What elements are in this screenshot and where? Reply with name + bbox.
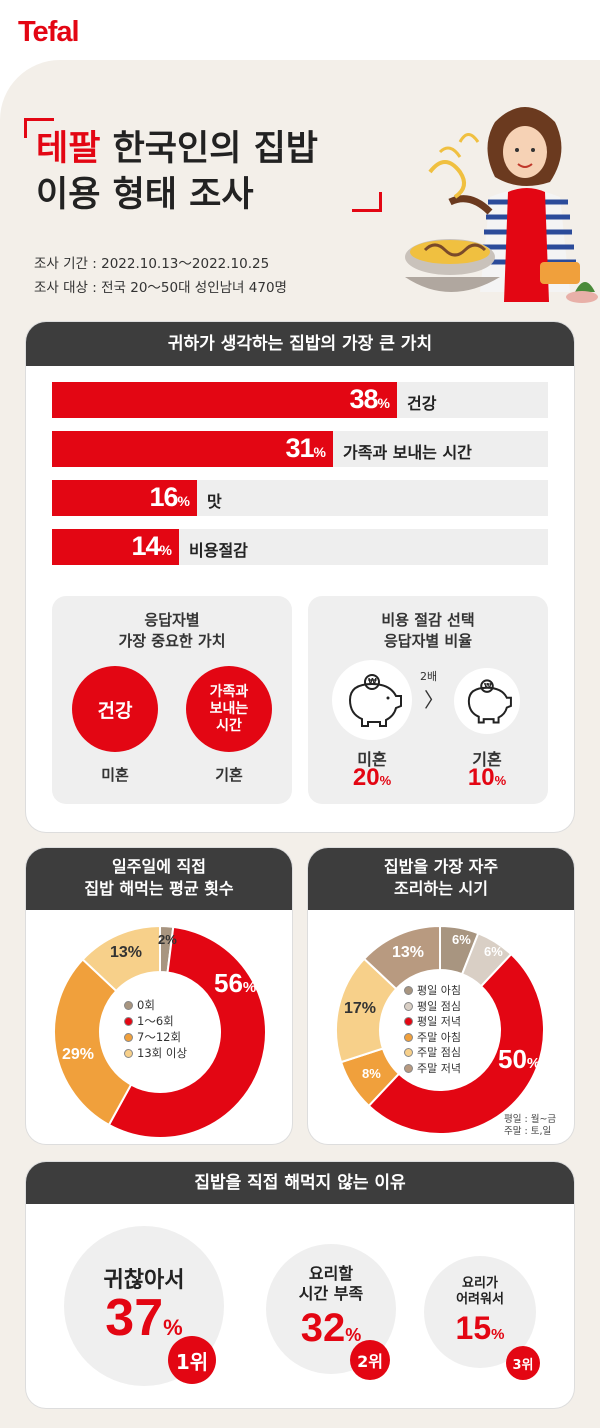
slice-label: 56% <box>214 968 257 998</box>
legend-item: 1～6회 <box>124 1013 187 1029</box>
panel-title: 응답자별 가장 중요한 가치 <box>118 611 226 650</box>
legend-item: 7～12회 <box>124 1029 187 1045</box>
value-bar-row: 14% 비용절감 <box>52 529 548 565</box>
legend-dot <box>404 1048 413 1057</box>
slice-label: 13% <box>110 944 143 961</box>
legend-item: 평일 저녁 <box>404 1014 461 1030</box>
important-value-panel: 응답자별 가장 중요한 가치 건강 가족과 보내는 시간 미혼 기혼 <box>52 596 292 804</box>
value-bar-row: 38% 건강 <box>52 382 548 418</box>
donut-slice-3 <box>53 958 133 1127</box>
single-value-circle: 건강 <box>72 666 158 752</box>
piggy-bank-small-icon <box>467 679 512 724</box>
title-brand: 테팔 <box>36 129 101 169</box>
panel-title: 비용 절감 선택 응답자별 비율 <box>381 611 475 650</box>
bar-label: 가족과 보내는 시간 <box>343 443 472 462</box>
cost-saving-panel: 비용 절감 선택 응답자별 비율 ₩ 2배 〉 ₩ 미혼 20% 기혼 10% <box>308 596 548 804</box>
rank-badge-2: 2위 <box>350 1340 390 1380</box>
reason-percent: 15% <box>455 1310 505 1346</box>
frequency-legend: 0회 1～6회 7～12회 13회 이상 <box>124 997 187 1061</box>
single-caption: 미혼 <box>357 750 387 769</box>
slice-label: 50% <box>498 1044 541 1074</box>
title-frame-top-left <box>24 118 54 138</box>
legend-dot <box>404 1001 413 1011</box>
married-caption: 기혼 <box>215 766 243 784</box>
slice-label: 29% <box>62 1046 95 1063</box>
single-percent: 20% <box>352 764 392 791</box>
coin-symbol-small: ₩ <box>484 682 492 690</box>
legend-dot <box>124 1017 133 1026</box>
married-caption: 기혼 <box>472 750 502 769</box>
frequency-donut-chart <box>53 924 267 1139</box>
legend-dot <box>124 1049 133 1058</box>
legend-dot <box>404 1063 413 1073</box>
reason-text: 귀찮아서 <box>103 1268 185 1293</box>
title-line1: 한국인의 집밥 <box>100 129 318 169</box>
legend-item: 평일 점심 <box>404 999 461 1015</box>
value-bar-fill: 14% <box>52 529 179 565</box>
value-bar-row: 31% 가족과 보내는 시간 <box>52 431 548 467</box>
rank-badge-3: 3위 <box>506 1346 540 1380</box>
cooking-woman-illustration <box>405 107 598 303</box>
slice-label: 2% <box>158 932 177 947</box>
cooking-time-donut-chart <box>335 924 545 1135</box>
slice-label: 17% <box>344 1000 377 1017</box>
slice-label: 6% <box>452 932 471 947</box>
rank-badge-1: 1위 <box>168 1336 216 1384</box>
reason-text: 요리할 시간 부족 <box>298 1264 364 1303</box>
time-legend: 평일 아침 평일 점심 평일 저녁 주말 아침 주말 점심 주말 저녁 <box>404 983 461 1076</box>
single-caption: 미혼 <box>101 766 129 784</box>
piggy-bank-icon <box>348 674 402 727</box>
bar-label: 맛 <box>207 492 222 511</box>
legend-dot <box>404 1017 413 1026</box>
legend-item: 주말 점심 <box>404 1045 461 1061</box>
married-value-circle: 가족과 보내는 시간 <box>186 666 272 752</box>
reasons-card-header: 집밥을 직접 해먹지 않는 이유 <box>26 1162 574 1204</box>
bar-value: 14% <box>131 531 173 561</box>
legend-item: 0회 <box>124 997 187 1013</box>
page-title: 테팔 한국인의 집밥 이용 형태 조사 <box>36 126 318 218</box>
chevron-right-icon: 〉 <box>424 688 444 712</box>
ratio-label: 2배 <box>420 670 438 683</box>
legend-item: 평일 아침 <box>404 983 461 999</box>
donut-slice-2 <box>107 925 267 1139</box>
married-percent: 10% <box>467 764 507 791</box>
bar-value: 16% <box>149 482 191 512</box>
donut-slice-3 <box>367 952 545 1135</box>
donut-slice-6 <box>362 924 441 991</box>
title-frame-bottom-right <box>352 192 382 212</box>
slice-label: 13% <box>392 944 425 961</box>
title-line2: 이용 형태 조사 <box>36 175 254 215</box>
legend-dot <box>124 1033 133 1042</box>
legend-item: 주말 아침 <box>404 1030 461 1046</box>
legend-item: 주말 저녁 <box>404 1061 461 1077</box>
value-bar-fill: 38% <box>52 382 397 418</box>
value-bar-fill: 16% <box>52 480 197 516</box>
piggy-bank-large-bg: ₩ <box>332 660 412 740</box>
bar-value: 31% <box>285 433 327 463</box>
bar-label: 건강 <box>407 394 437 413</box>
frequency-card-header: 일주일에 직접 집밥 해먹는 평균 횟수 <box>26 848 292 910</box>
brand-logo: Tefal <box>18 16 80 48</box>
legend-dot <box>404 986 413 995</box>
reason-percent: 32% <box>300 1306 362 1350</box>
piggy-bank-small-bg: ₩ <box>454 668 520 734</box>
legend-dot <box>124 1001 133 1010</box>
legend-item: 13회 이상 <box>124 1045 187 1061</box>
weekday-weekend-note: 평일 : 월~금 주말 : 토,일 <box>504 1114 557 1137</box>
reason-percent: 37% <box>105 1289 183 1347</box>
slice-label: 8% <box>362 1066 381 1081</box>
donut-slice-4 <box>81 924 161 993</box>
slice-label: 6% <box>484 944 503 959</box>
reason-text: 요리가 어려워서 <box>456 1276 504 1307</box>
value-bar-row: 16% 맛 <box>52 480 548 516</box>
values-card-header: 귀하가 생각하는 집밥의 가장 큰 가치 <box>26 322 574 366</box>
bar-label: 비용절감 <box>189 541 248 560</box>
legend-dot <box>404 1032 413 1042</box>
time-card-header: 집밥을 가장 자주 조리하는 시기 <box>308 848 574 910</box>
survey-target: 조사 대상 : 전국 20～50대 성인남녀 470명 <box>34 280 287 296</box>
value-bar-fill: 31% <box>52 431 333 467</box>
coin-symbol: ₩ <box>368 677 377 686</box>
bar-value: 38% <box>349 384 391 414</box>
survey-period: 조사 기간 : 2022.10.13～2022.10.25 <box>34 256 270 272</box>
